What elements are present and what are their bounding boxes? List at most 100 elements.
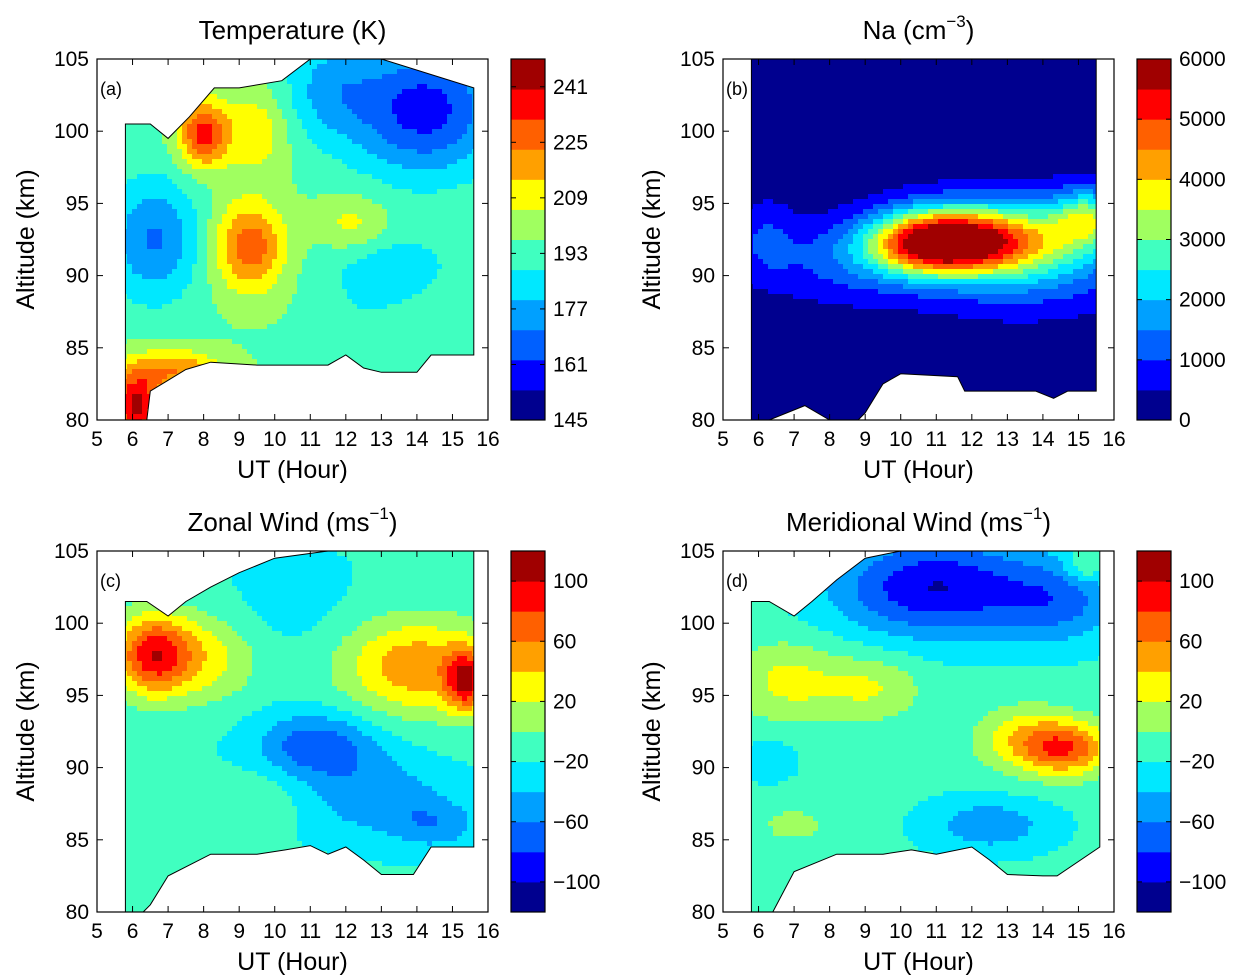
contour-cell (217, 259, 223, 265)
contour-cell (222, 274, 228, 280)
contour-cell (382, 264, 388, 270)
contour-cell (242, 359, 248, 365)
contour-cell (217, 254, 223, 260)
contour-cell (387, 359, 393, 365)
contour-cell (412, 189, 418, 195)
contour-cell (337, 109, 343, 115)
contour-cell (247, 304, 253, 310)
contour-cell (197, 129, 203, 135)
contour-cell (202, 239, 208, 245)
contour-cell (402, 234, 408, 240)
contour-cell (207, 334, 213, 340)
contour-cell (132, 204, 138, 210)
contour-cell (402, 309, 408, 315)
contour-cell (267, 239, 273, 245)
contour-cell (257, 159, 263, 165)
contour-cell (412, 109, 418, 115)
contour-cell (202, 114, 208, 120)
contour-cell (142, 124, 148, 130)
contour-cell (242, 279, 248, 285)
contour-cell (297, 249, 303, 255)
contour-cell (217, 129, 223, 135)
contour-cell (167, 289, 173, 295)
contour-cell (257, 324, 263, 330)
contour-cell (442, 329, 448, 335)
contour-cell (367, 299, 373, 305)
contour-cell (277, 144, 283, 150)
contour-cell (472, 129, 474, 135)
contour-cell (432, 204, 438, 210)
contour-cell (397, 179, 403, 185)
contour-cell (232, 344, 238, 350)
contour-cell (387, 364, 393, 370)
contour-cell (187, 144, 193, 150)
contour-cell (182, 339, 188, 345)
contour-cell (242, 149, 248, 155)
contour-cell (277, 124, 283, 130)
contour-cell (257, 164, 263, 170)
contour-cell (457, 239, 463, 245)
contour-cell (282, 319, 288, 325)
contour-cell (382, 279, 388, 285)
contour-cell (332, 279, 338, 285)
contour-cell (357, 144, 363, 150)
contour-cell (227, 209, 233, 215)
contour-cell (352, 189, 358, 195)
contour-cell (182, 149, 188, 155)
contour-cell (397, 229, 403, 235)
contour-cell (342, 64, 348, 70)
contour-cell (292, 279, 298, 285)
contour-cell (172, 179, 178, 185)
contour-cell (132, 239, 138, 245)
contour-cell (317, 214, 323, 220)
contour-cell (272, 324, 278, 330)
contour-cell (332, 134, 338, 140)
contour-cell (292, 94, 298, 100)
contour-cell (157, 174, 163, 180)
contour-cell (337, 259, 343, 265)
contour-cell (387, 304, 393, 310)
contour-cell (447, 344, 453, 350)
contour-cell (392, 334, 398, 340)
contour-cell (282, 229, 288, 235)
contour-cell (432, 314, 438, 320)
contour-cell (242, 194, 248, 200)
contour-cell (257, 309, 263, 315)
contour-cell (197, 229, 203, 235)
contour-cell (332, 154, 338, 160)
contour-cell (172, 299, 178, 305)
contour-cell (382, 239, 388, 245)
contour-cell (137, 359, 143, 365)
contour-cell (177, 344, 183, 350)
contour-cell (187, 184, 193, 190)
contour-cell (362, 169, 368, 175)
contour-cell (307, 214, 313, 220)
contour-cell (342, 124, 348, 130)
contour-cell (267, 119, 273, 125)
contour-cell (177, 179, 183, 185)
contour-cell (167, 274, 173, 280)
contour-cell (467, 124, 473, 130)
contour-cell (312, 264, 318, 270)
contour-cell (242, 164, 248, 170)
contour-cell (267, 144, 273, 150)
contour-cell (452, 319, 458, 325)
contour-cell (142, 319, 148, 325)
contour-cell (132, 334, 138, 340)
contour-cell (317, 254, 323, 260)
contour-cell (402, 334, 408, 340)
contour-cell (312, 214, 318, 220)
contour-cell (397, 194, 403, 200)
contour-cell (437, 319, 443, 325)
contour-cell (307, 189, 313, 195)
contour-cell (277, 329, 283, 335)
contour-cell (382, 194, 388, 200)
contour-cell (447, 309, 453, 315)
contour-cell (132, 209, 138, 215)
contour-cell (167, 259, 173, 265)
contour-cell (287, 144, 293, 150)
contour-cell (202, 324, 208, 330)
contour-cell (212, 349, 218, 355)
contour-cell (232, 314, 238, 320)
contour-cell (457, 339, 463, 345)
